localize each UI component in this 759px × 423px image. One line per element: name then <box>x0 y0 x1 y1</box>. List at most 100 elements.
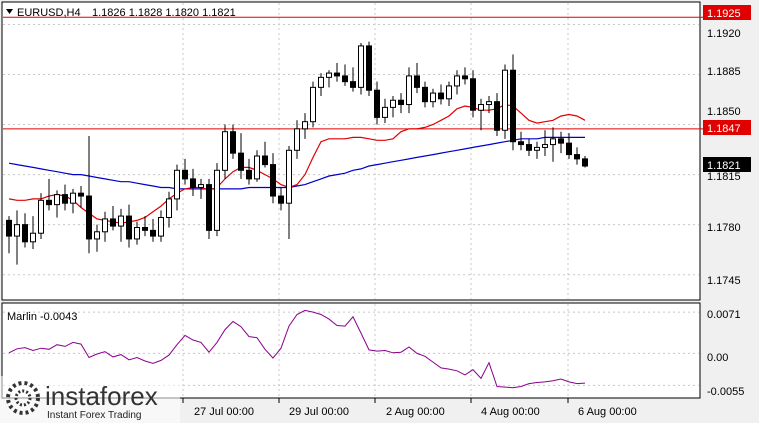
candle-bear <box>190 178 196 188</box>
marlin-series <box>8 309 586 389</box>
candle-bull <box>70 192 76 204</box>
candle-bull <box>38 199 44 234</box>
candle-bear <box>334 72 340 77</box>
candle-bull <box>286 149 292 204</box>
price-tick-label: 1.1850 <box>707 106 741 118</box>
candle-bear <box>422 86 428 103</box>
symbol-timeframe-label: EURUSD,H4 <box>17 7 81 19</box>
candle-bull <box>94 231 100 240</box>
candle-bear <box>566 142 572 156</box>
candle-bear <box>78 192 84 197</box>
candle-bear <box>238 152 244 171</box>
candle-bull <box>302 121 308 130</box>
price-grid <box>3 3 699 299</box>
price-tick-label: 1.1920 <box>707 28 741 40</box>
candle-bear <box>46 199 52 206</box>
watermark-brand: instaforex <box>45 381 158 411</box>
time-label: 2 Aug 00:00 <box>386 406 445 418</box>
candle-bear <box>438 92 444 100</box>
candle-bear <box>6 219 12 237</box>
candle-bull <box>454 75 460 87</box>
candle-bear <box>470 78 476 111</box>
candle-bear <box>462 75 468 80</box>
candle-bear <box>150 229 156 237</box>
candle-bull <box>134 227 140 240</box>
candle-bear <box>86 195 92 240</box>
level-price-tag <box>703 5 751 20</box>
candle-bear <box>206 184 212 231</box>
candle-bear <box>350 81 356 88</box>
ma-slow-line <box>8 136 585 190</box>
candle-bear <box>262 155 268 166</box>
time-label: 4 Aug 00:00 <box>481 406 540 418</box>
time-label: 6 Aug 00:00 <box>578 406 637 418</box>
time-label: 29 Jul 00:00 <box>289 406 349 418</box>
candle-bull <box>478 104 484 111</box>
candle-bear <box>22 224 28 243</box>
indicator-tick-label: 0.0071 <box>707 309 741 321</box>
price-pane[interactable] <box>1 1 701 301</box>
instaforex-logo-icon <box>6 381 40 415</box>
indicator-label: Marlin -0.0043 <box>7 311 77 323</box>
candle-bear <box>182 169 188 180</box>
candle-bear <box>366 45 372 91</box>
ohlc-readout: 1.1826 1.1828 1.1820 1.1821 <box>92 7 236 19</box>
price-axis[interactable]: 1.1920 1.1885 1.1850 1.1815 1.1780 1.174… <box>703 5 751 287</box>
candle-bull <box>382 106 388 118</box>
candle-bull <box>174 169 180 200</box>
indicator-axis[interactable]: 0.0071 0.00 -0.0055 <box>707 309 744 398</box>
candle-bear <box>526 144 532 151</box>
price-tick-label: 1.1780 <box>707 222 741 234</box>
candle-bull <box>430 92 436 103</box>
candle-bull <box>406 75 412 106</box>
candle-bull <box>390 99 396 108</box>
candle-bull <box>326 72 332 78</box>
candle-bull <box>158 216 164 237</box>
candle-bull <box>198 184 204 188</box>
candle-bear <box>374 89 380 118</box>
time-axis[interactable]: 27 Jul 00:00 29 Jul 00:00 2 Aug 00:00 4 … <box>182 398 637 418</box>
candle-bull <box>118 215 124 227</box>
candle-bear <box>398 99 404 106</box>
candle-bear <box>510 69 516 143</box>
brand-watermark: instaforex Instant Forex Trading <box>0 376 180 423</box>
level-price-label: 1.1847 <box>707 123 741 135</box>
candle-bull <box>222 131 228 171</box>
candle-bull <box>502 69 508 131</box>
candle-bear <box>518 141 524 146</box>
candle-bear <box>278 195 284 204</box>
level-price-label: 1.1925 <box>707 8 741 20</box>
candle-bull <box>542 144 548 148</box>
price-tick-label: 1.1815 <box>707 171 741 183</box>
candle-bull <box>446 85 452 100</box>
candle-bear <box>126 215 132 240</box>
candle-bull <box>358 45 364 88</box>
current-price-label: 1.1821 <box>707 160 741 172</box>
candle-bull <box>310 86 316 123</box>
candle-bear <box>558 138 564 144</box>
price-tick-label: 1.1745 <box>707 275 741 287</box>
candle-bull <box>486 101 492 106</box>
candle-bear <box>62 194 68 204</box>
candle-bear <box>246 169 252 180</box>
symbol-dropdown-icon[interactable] <box>6 9 13 14</box>
candle-bull <box>14 224 20 237</box>
candle-bear <box>110 218 116 227</box>
horizontal-levels <box>3 16 703 130</box>
candle-bull <box>294 128 300 151</box>
candle-bear <box>574 154 580 160</box>
candle-bear <box>270 164 276 197</box>
candle-bear <box>414 75 420 88</box>
indicator-tick-label: -0.0055 <box>707 386 744 398</box>
candle-bull <box>102 218 108 233</box>
candle-bear <box>142 227 148 231</box>
candle-bull <box>550 138 556 146</box>
candle-bull <box>30 232 36 243</box>
candle-bear <box>342 75 348 83</box>
time-label: 27 Jul 00:00 <box>194 406 254 418</box>
marlin-line <box>8 309 586 389</box>
candle-bull <box>214 169 220 231</box>
candlestick-series <box>6 41 588 265</box>
